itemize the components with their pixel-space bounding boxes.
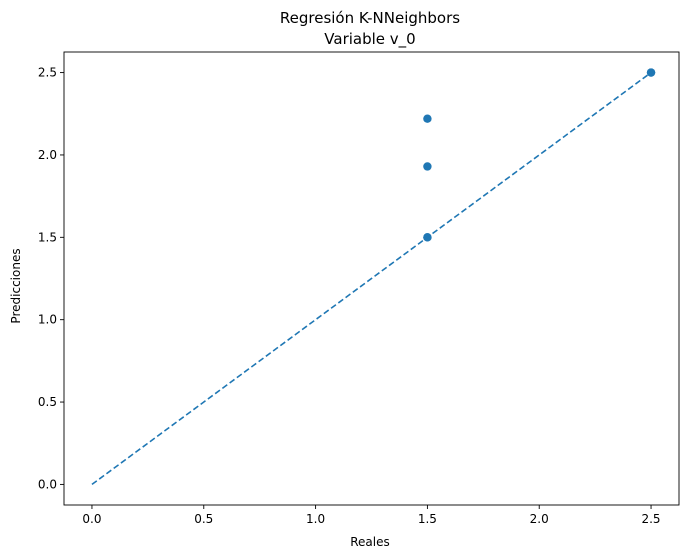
chart-subtitle: Variable v_0 (324, 30, 415, 49)
x-tick-label: 0.5 (194, 512, 213, 526)
y-tick-label: 0.0 (38, 477, 57, 491)
x-tick-label: 2.0 (530, 512, 549, 526)
x-tick-label: 1.0 (306, 512, 325, 526)
x-tick-label: 0.0 (82, 512, 101, 526)
plot-area: 0.0 0.5 1.0 1.5 2.0 2.5 0.0 0.5 1.0 1.5 2.0 2.5 (38, 51, 680, 526)
y-axis-label: Predicciones (9, 248, 23, 323)
scatter-point (423, 162, 432, 171)
identity-line (91, 71, 652, 486)
y-tick-label: 0.5 (38, 395, 57, 409)
y-tick-label: 1.5 (38, 230, 57, 244)
x-tick-label: 2.5 (641, 512, 660, 526)
plot-frame (63, 51, 680, 506)
chart-title: Regresión K-NNeighbors (280, 9, 460, 27)
y-tick-label: 2.0 (38, 148, 57, 162)
x-tick-label: 1.5 (418, 512, 437, 526)
y-tick-label: 2.5 (38, 66, 57, 80)
y-tick-label: 1.0 (38, 313, 57, 327)
scatter-point (423, 114, 432, 123)
x-axis-label: Reales (350, 535, 390, 549)
